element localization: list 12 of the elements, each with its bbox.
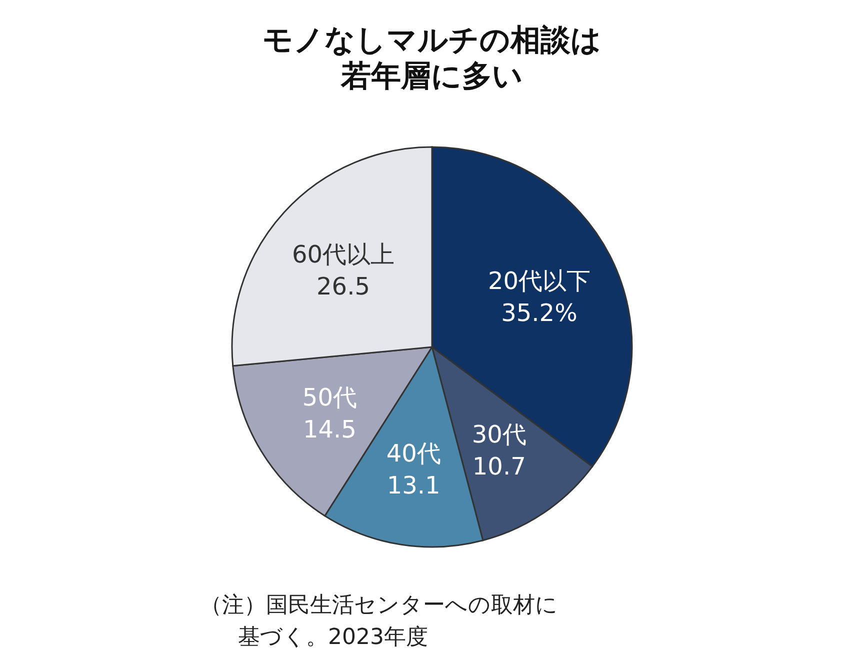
slice-label: 40代	[386, 440, 441, 468]
data-label: 13.1	[386, 472, 440, 500]
data-label: 26.5	[316, 272, 370, 300]
slice-label: 30代	[472, 420, 526, 448]
chart-title: モノなしマルチの相談は若年層に多い	[262, 23, 602, 94]
slice-label: 20代以下	[488, 267, 591, 296]
slice-label: 50代	[302, 384, 357, 412]
data-label: 35.2%	[501, 299, 578, 328]
text: （注）国民生活センターへの取材に基づく。2023年度	[200, 593, 558, 650]
slice-label: 60代以上	[292, 240, 395, 268]
data-label: 14.5	[302, 416, 356, 444]
data-label: 10.7	[472, 452, 526, 480]
